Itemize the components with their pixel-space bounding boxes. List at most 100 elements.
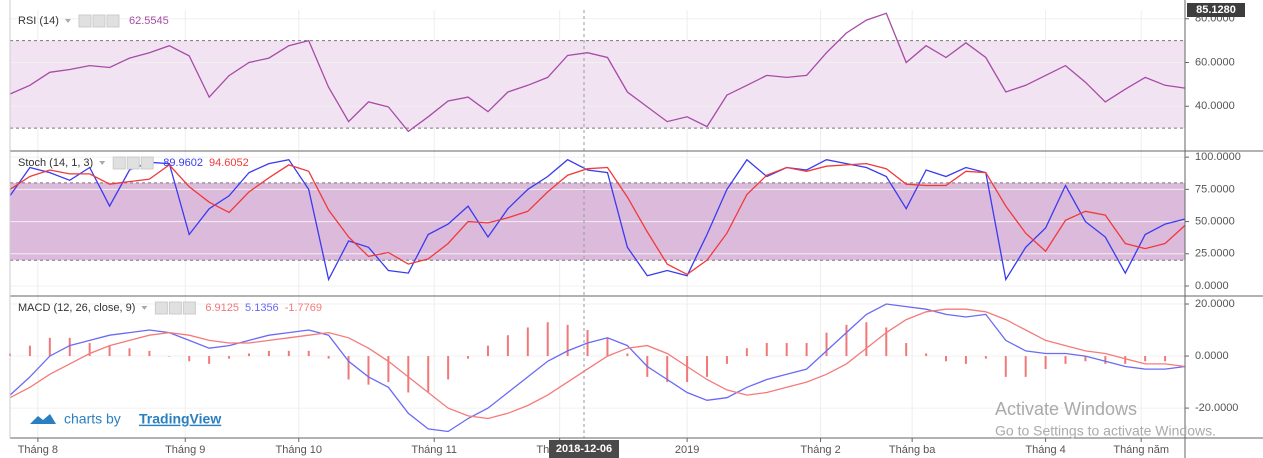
legend-value: 94.6052 [209, 157, 249, 169]
histogram-bar [964, 356, 967, 364]
y-tick-label: 60.0000 [1195, 56, 1235, 68]
x-tick-label: Tháng 2 [800, 444, 840, 456]
header-button [78, 14, 92, 28]
indicator-title: Stoch (14, 1, 3) [18, 157, 93, 169]
histogram-bar [486, 345, 489, 357]
activation-title: Activate Windows [995, 399, 1137, 419]
histogram-bar [885, 327, 888, 357]
x-tick-label: Tháng năm [1113, 444, 1169, 456]
histogram-bar [626, 353, 629, 357]
histogram-bar [88, 343, 91, 357]
histogram-bar [287, 350, 290, 357]
y-tick-label: -20.0000 [1195, 402, 1238, 414]
histogram-bar [865, 322, 868, 357]
histogram-bar [68, 337, 71, 357]
histogram-bar [925, 353, 928, 357]
y-tick-label: 40.0000 [1195, 100, 1235, 112]
histogram-bar [1164, 356, 1167, 362]
histogram-bar [905, 343, 908, 357]
histogram-bar [28, 345, 31, 357]
histogram-bar [686, 356, 689, 383]
histogram-bar [188, 356, 191, 362]
dropdown-caret [99, 161, 106, 165]
histogram-bar [1124, 356, 1127, 364]
histogram-bar [725, 356, 728, 364]
y-tick-label: 75.0000 [1195, 183, 1235, 195]
x-tick-label: Tháng 10 [276, 444, 322, 456]
header-button [92, 14, 106, 28]
price-label: 85.1280 [1196, 4, 1236, 16]
histogram-bar [546, 322, 549, 357]
legend-value: 89.9602 [163, 157, 203, 169]
histogram-bar [945, 356, 948, 362]
histogram-bar [805, 343, 808, 357]
histogram-bar [1084, 356, 1087, 362]
activation-text: Go to Settings to activate Windows. [995, 423, 1216, 439]
y-tick-label: 25.0000 [1195, 248, 1235, 260]
panel: -20.0000 0.0000 20.0000 MACD (12, 26, close… [9, 298, 1238, 433]
histogram-bar [666, 356, 669, 383]
header-button [154, 301, 168, 315]
header-button [168, 301, 182, 315]
histogram-bar [108, 345, 111, 357]
indicator-title: MACD (12, 26, close, 9) [18, 302, 135, 314]
header-button [112, 156, 126, 170]
histogram-bar [526, 327, 529, 357]
histogram-bar [267, 350, 270, 357]
histogram-bar [1144, 356, 1147, 362]
histogram-bar [407, 356, 410, 393]
tradingview-logo[interactable]: charts by TradingView [30, 411, 221, 427]
logo-icon [30, 414, 56, 424]
histogram-bar [1004, 356, 1007, 377]
histogram-bar [208, 356, 211, 364]
x-tick-label: Tháng 9 [165, 444, 205, 456]
histogram-bar [128, 348, 131, 357]
histogram-bar [168, 356, 171, 357]
crosshair-label: 2018-12-06 [556, 443, 612, 455]
histogram-bar [327, 356, 330, 359]
histogram-bar [427, 356, 430, 393]
indicator-title: RSI (14) [18, 15, 59, 27]
series-line [9, 308, 1186, 420]
legend-value: 6.9125 [205, 302, 239, 314]
header-button [140, 156, 154, 170]
histogram-bar [765, 343, 768, 357]
watermark-brand: TradingView [139, 411, 221, 427]
legend-value: 62.5545 [129, 15, 169, 27]
histogram-bar [247, 353, 250, 357]
histogram-bar [745, 348, 748, 357]
dropdown-caret [141, 306, 148, 310]
y-tick-label: 50.0000 [1195, 215, 1235, 227]
header-button [106, 14, 120, 28]
crosshair-label-box [549, 440, 619, 458]
histogram-bar [148, 350, 151, 357]
price-label-box [1187, 3, 1245, 17]
series-line [9, 162, 1186, 276]
histogram-bar [785, 343, 788, 357]
x-tick-label: Tháng 11 [411, 444, 457, 456]
histogram-bar [984, 356, 987, 359]
y-tick-label: 0.0000 [1195, 280, 1229, 292]
x-tick-label: 2019 [675, 444, 699, 456]
histogram-bar [1044, 356, 1047, 370]
histogram-bar [447, 356, 450, 380]
histogram-bar [1064, 356, 1067, 364]
histogram-bar [228, 356, 231, 359]
panel: 0.0000 25.0000 50.0000 75.0000 100.0000 Stoch… [9, 151, 1241, 292]
histogram-bar [606, 337, 609, 357]
dropdown-caret [64, 19, 71, 23]
y-tick-label: 0.0000 [1195, 350, 1229, 362]
x-tick-label: Tháng 8 [18, 444, 58, 456]
watermark-prefix: charts by [64, 411, 121, 427]
series-line [9, 12, 1186, 133]
histogram-bar [506, 335, 509, 357]
y-tick-label: 20.0000 [1195, 298, 1235, 310]
histogram-bar [347, 356, 350, 380]
histogram-bar [467, 356, 470, 359]
histogram-bar [706, 356, 709, 377]
histogram-bar [307, 350, 310, 357]
series-line [9, 303, 1186, 433]
histogram-bar [387, 356, 390, 383]
